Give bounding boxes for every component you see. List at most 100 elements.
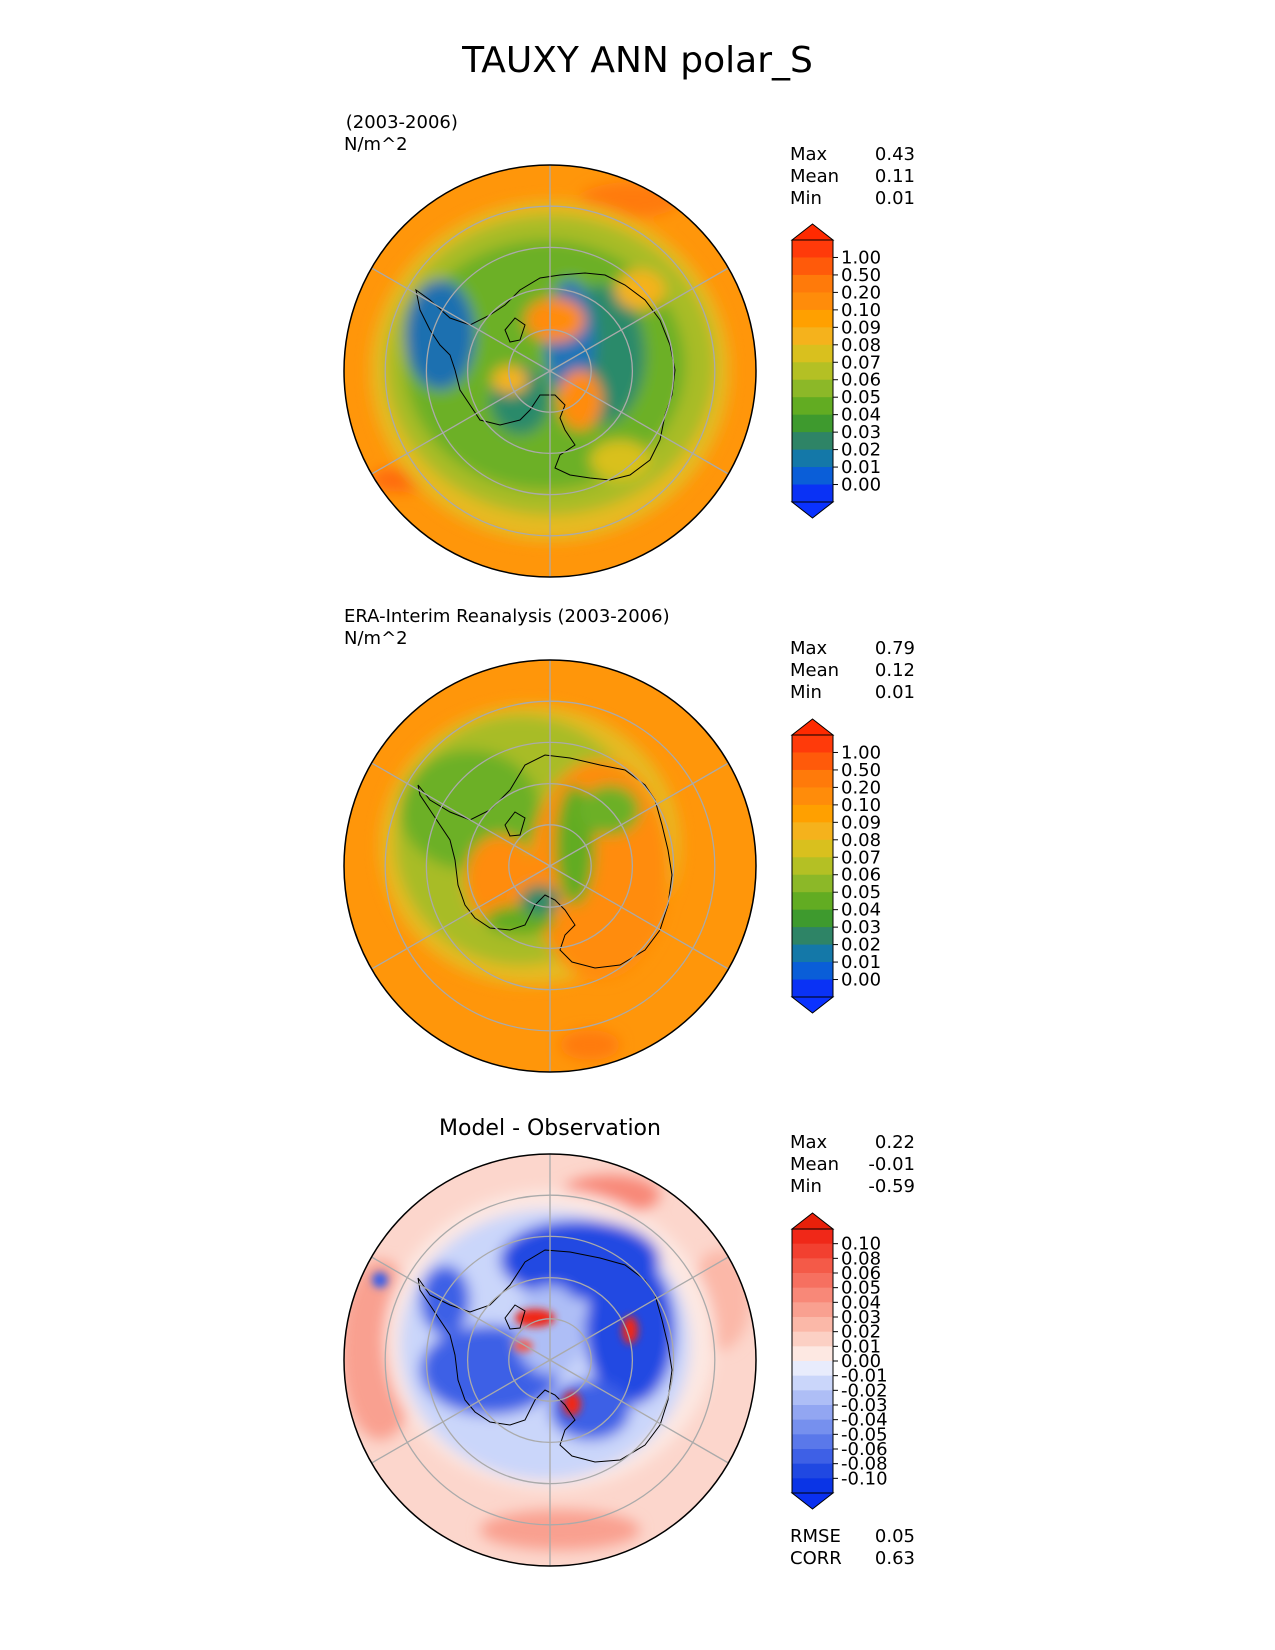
colorbar-swatch xyxy=(792,822,833,841)
colorbar-group: 1.000.500.200.100.090.080.070.060.050.04… xyxy=(790,223,888,1510)
colorbar-swatch xyxy=(792,752,833,771)
panel-3-stat-min-value: -0.59 xyxy=(868,1176,915,1197)
meridian-line xyxy=(549,762,729,867)
colorbar-tick-label: 0.20 xyxy=(841,282,881,303)
colorbar-tick-label: 0.09 xyxy=(841,812,881,833)
colorbar-extend-min xyxy=(790,1492,835,1510)
panel-2-stat-mean-label: Mean xyxy=(790,660,840,681)
colorbar-tick-label: 0.00 xyxy=(841,970,881,991)
meridian-line xyxy=(371,267,551,372)
colorbar-tick-label: 0.20 xyxy=(841,777,881,798)
colorbar-tick-label: -0.05 xyxy=(841,1424,888,1445)
meridian-line xyxy=(549,1256,729,1361)
colorbar-tick-label: -0.02 xyxy=(841,1380,888,1401)
colorbar-tick-label: 0.50 xyxy=(841,760,881,781)
colorbar-swatch xyxy=(792,432,833,451)
colorbar-swatch xyxy=(792,397,833,416)
colorbar-swatch xyxy=(792,1331,833,1347)
panel-1-units: N/m^2 xyxy=(344,134,408,155)
colorbar-swatch xyxy=(792,274,833,293)
panel-3-stat-max-label: Max xyxy=(790,1132,828,1153)
panel-2-stat-min-label: Min xyxy=(790,682,822,703)
colorbar-tick-label: 0.06 xyxy=(841,865,881,886)
colorbar-tick-label: 0.06 xyxy=(841,1263,881,1284)
panel-3-rmse-value: 0.05 xyxy=(874,1526,915,1547)
panel-1-stat-max-value: 0.43 xyxy=(874,144,915,165)
colorbar-swatch xyxy=(792,362,833,381)
colorbar-tick-label: 0.08 xyxy=(841,1248,881,1269)
panel-3-stat-mean-label: Mean xyxy=(790,1154,840,1175)
colorbar-tick-label: -0.06 xyxy=(841,1439,888,1460)
colorbar-extend-min xyxy=(790,501,835,519)
panel-1-stat-max-label: Max xyxy=(790,144,828,165)
graticule-group xyxy=(343,164,757,1567)
colorbar-tick-label: 0.07 xyxy=(841,352,881,373)
panel-1-header: (2003-2006) xyxy=(340,112,458,133)
colorbar-swatch xyxy=(792,1449,833,1465)
colorbar-tick-label: 0.10 xyxy=(841,795,881,816)
panel-1-stat-min-label: Min xyxy=(790,188,822,209)
meridian-line xyxy=(371,1359,551,1464)
colorbar-tick-label: 0.08 xyxy=(841,335,881,356)
colorbar-tick-label: 0.05 xyxy=(841,387,881,408)
colorbar-swatch xyxy=(792,1273,833,1289)
panel-2-units: N/m^2 xyxy=(344,628,408,649)
meridian-line xyxy=(371,1256,551,1361)
colorbar-swatch xyxy=(792,962,833,981)
colorbar-frame xyxy=(791,239,834,503)
colorbar-swatch xyxy=(792,1390,833,1406)
map-boundary xyxy=(343,164,757,578)
colorbar-swatch xyxy=(792,1405,833,1421)
colorbar-tick-label: 0.01 xyxy=(841,457,881,478)
colorbar-tick-label: 0.09 xyxy=(841,317,881,338)
colorbar-swatch xyxy=(792,1229,833,1245)
colorbar-panel-1: 1.000.500.200.100.090.080.070.060.050.04… xyxy=(790,223,881,519)
colorbar-swatch xyxy=(792,1346,833,1362)
colorbar-swatch xyxy=(792,735,833,753)
colorbar-swatch xyxy=(792,1463,833,1479)
colorbar-tick-label: 1.00 xyxy=(841,742,881,763)
colorbar-tick-label: 0.10 xyxy=(841,1234,881,1255)
colorbar-tick-label: 0.10 xyxy=(841,300,881,321)
colorbar-tick-label: 0.07 xyxy=(841,847,881,868)
colorbar-swatch xyxy=(792,292,833,311)
meridian-line xyxy=(371,865,551,970)
colorbar-swatch xyxy=(792,327,833,346)
colorbar-swatch xyxy=(792,874,833,893)
colorbar-extend-min xyxy=(790,996,835,1014)
colorbar-tick-label: -0.01 xyxy=(841,1366,888,1387)
colorbar-extend-max xyxy=(790,718,835,736)
colorbar-swatch xyxy=(792,1287,833,1303)
colorbar-swatch xyxy=(792,449,833,468)
meridian-line xyxy=(549,1359,729,1464)
colorbar-extend-max xyxy=(790,1212,835,1230)
colorbar-tick-label: 0.04 xyxy=(841,405,881,426)
coastline-diff xyxy=(417,1249,673,1463)
colorbar-panel-2: 1.000.500.200.100.090.080.070.060.050.04… xyxy=(790,718,881,1014)
panel-3-stat-max-value: 0.22 xyxy=(874,1132,915,1153)
map-boundary xyxy=(343,1153,757,1567)
colorbar-swatch xyxy=(792,240,833,258)
graticule-panel-3 xyxy=(343,1153,757,1567)
meridian-line xyxy=(371,370,551,475)
colorbar-swatch xyxy=(792,257,833,276)
panel-2-header: ERA-Interim Reanalysis (2003-2006) xyxy=(344,606,670,627)
colorbar-tick-label: 0.03 xyxy=(841,917,881,938)
meridian-line xyxy=(549,370,729,475)
colorbar-swatch xyxy=(792,787,833,806)
panel-3-stat-min-label: Min xyxy=(790,1176,822,1197)
colorbar-swatch xyxy=(792,944,833,963)
colorbar-tick-label: 0.02 xyxy=(841,1322,881,1343)
colorbar-swatch xyxy=(792,1375,833,1391)
colorbar-tick-label: -0.03 xyxy=(841,1395,888,1416)
colorbar-swatch xyxy=(792,1317,833,1333)
colorbar-tick-label: 0.05 xyxy=(841,882,881,903)
coastline-obs xyxy=(417,754,673,969)
colorbar-tick-label: 1.00 xyxy=(841,247,881,268)
colorbar-swatch xyxy=(792,804,833,823)
panel-2-stat-max-value: 0.79 xyxy=(874,638,915,659)
colorbar-tick-label: 0.02 xyxy=(841,440,881,461)
map-boundary xyxy=(343,659,757,1073)
colorbar-swatch xyxy=(792,379,833,398)
